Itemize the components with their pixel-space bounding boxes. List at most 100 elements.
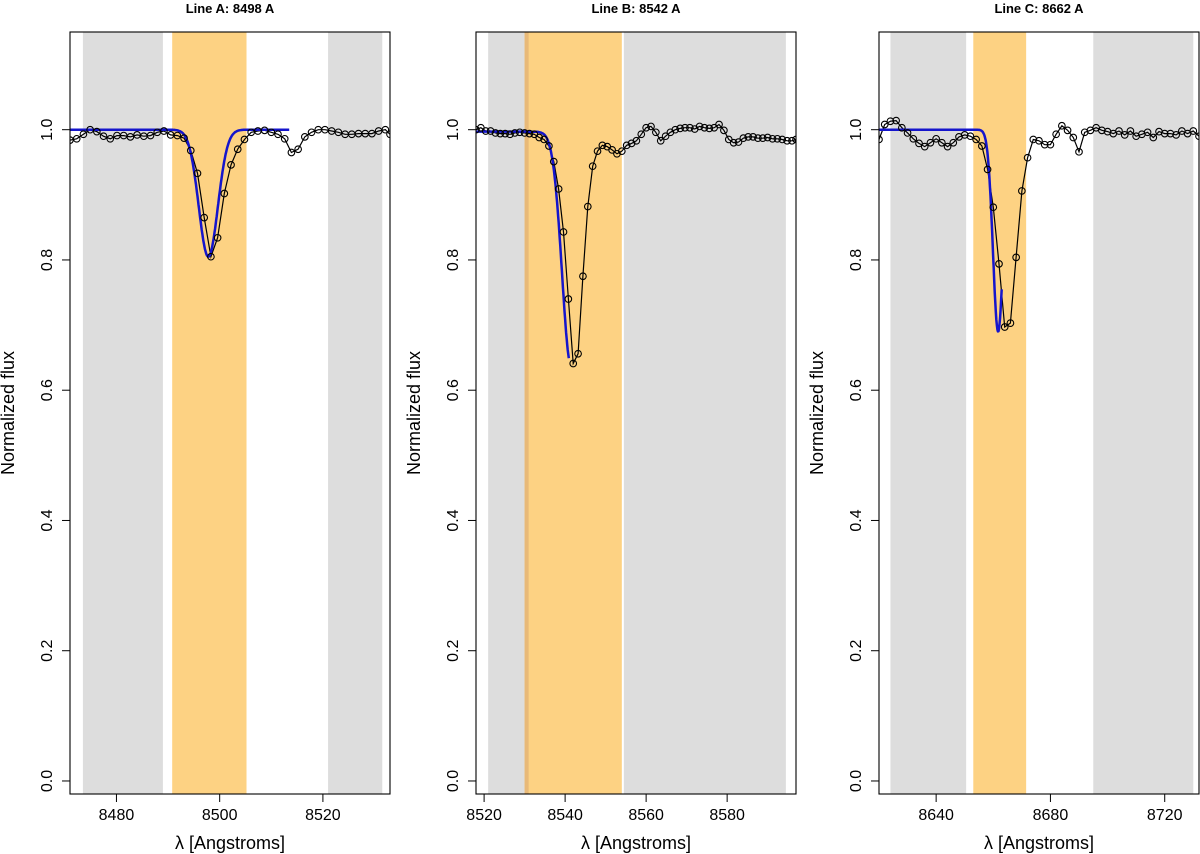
- data-point: [593, 147, 602, 156]
- data-point: [300, 133, 309, 141]
- data-point: [193, 169, 202, 178]
- x-tick-label: 8560: [628, 807, 664, 824]
- data-point: [515, 128, 524, 137]
- data-point: [949, 138, 958, 147]
- data-point: [381, 125, 390, 134]
- data-point: [574, 349, 582, 358]
- data-point: [106, 134, 115, 143]
- x-axis-label: λ [Angstroms]: [984, 833, 1094, 853]
- data-point: [622, 141, 631, 150]
- observed-spectrum-line: [879, 119, 1199, 329]
- data-point: [783, 136, 791, 145]
- continuum-region: [623, 32, 786, 794]
- data-point: [386, 130, 390, 139]
- data-point: [1006, 319, 1015, 327]
- data-point: [617, 147, 626, 156]
- x-tick-label: 8540: [547, 807, 583, 824]
- data-point: [938, 138, 946, 147]
- data-point: [260, 126, 269, 135]
- data-point: [926, 138, 935, 147]
- data-point: [729, 138, 738, 147]
- data-point: [233, 145, 242, 154]
- data-point: [720, 126, 728, 135]
- data-point: [886, 117, 895, 126]
- overlap-region: [524, 32, 529, 794]
- data-point: [966, 132, 975, 141]
- data-point: [642, 123, 650, 132]
- data-point: [506, 130, 514, 139]
- data-point: [186, 146, 195, 155]
- data-point: [481, 127, 490, 135]
- data-point: [1029, 135, 1038, 144]
- data-point: [880, 120, 889, 129]
- data-point: [960, 131, 969, 139]
- data-point: [1120, 131, 1129, 139]
- data-point: [647, 122, 655, 131]
- data-point: [705, 124, 714, 133]
- data-point: [744, 133, 753, 141]
- plot-frame: [878, 31, 1200, 795]
- plot-frame: [69, 31, 391, 795]
- observed-spectrum-line: [476, 123, 796, 366]
- data-point: [207, 252, 215, 261]
- data-point: [588, 162, 597, 171]
- data-point: [676, 124, 685, 133]
- data-point: [773, 134, 782, 143]
- y-tick-label: 0.4: [39, 509, 56, 531]
- x-axis-label: λ [Angstroms]: [581, 833, 691, 853]
- x-tick-label: 8520: [305, 807, 341, 824]
- y-tick-label: 0.2: [39, 639, 56, 661]
- data-point: [898, 123, 906, 132]
- data-point: [274, 130, 282, 139]
- x-tick-label: 8640: [918, 807, 954, 824]
- observed-spectrum-line: [70, 129, 390, 260]
- data-point: [903, 129, 912, 137]
- x-tick-label: 8520: [466, 807, 502, 824]
- data-point: [758, 134, 767, 143]
- data-point: [72, 134, 81, 143]
- chart-panel: Line B: 8542 A 8520 8540 8560 8580 0.0 0.2 0.4 0…: [404, 1, 797, 853]
- data-point: [227, 161, 235, 169]
- data-point: [920, 142, 929, 151]
- data-point: [486, 127, 495, 135]
- data-point: [334, 128, 343, 137]
- data-point: [1046, 140, 1055, 149]
- data-point: [1075, 147, 1083, 156]
- data-point: [1098, 126, 1106, 135]
- data-point: [778, 135, 787, 144]
- data-point: [213, 233, 222, 242]
- data-point: [749, 133, 757, 141]
- y-tick-label: 0.8: [848, 249, 865, 271]
- data-point: [1035, 136, 1043, 145]
- x-tick-label: 8720: [1147, 807, 1183, 824]
- data-point: [671, 125, 680, 134]
- y-tick-label: 0.8: [39, 249, 56, 271]
- x-tick-label: 8480: [99, 807, 135, 824]
- data-point: [1143, 128, 1152, 137]
- x-tick-label: 8500: [202, 807, 238, 824]
- data-point: [267, 128, 276, 137]
- data-point: [200, 213, 209, 222]
- data-point: [294, 145, 302, 154]
- data-point: [280, 134, 289, 143]
- data-point: [540, 135, 548, 144]
- data-point: [739, 134, 748, 143]
- data-point: [661, 132, 670, 141]
- plot-area: [476, 32, 796, 794]
- data-point: [651, 128, 660, 137]
- data-point: [559, 228, 568, 236]
- data-point: [160, 127, 168, 135]
- continuum-region: [82, 32, 163, 794]
- data-point: [86, 125, 94, 134]
- data-point: [695, 122, 704, 131]
- data-point: [915, 139, 923, 148]
- y-tick-label: 0.4: [445, 509, 462, 531]
- data-point: [126, 133, 135, 141]
- y-tick-label: 0.8: [445, 249, 462, 271]
- y-tick-label: 0.0: [39, 770, 56, 792]
- data-point: [520, 129, 529, 137]
- data-point: [99, 132, 108, 141]
- y-tick-label: 1.0: [39, 118, 56, 140]
- y-tick-label: 0.0: [445, 770, 462, 792]
- data-point: [700, 123, 709, 132]
